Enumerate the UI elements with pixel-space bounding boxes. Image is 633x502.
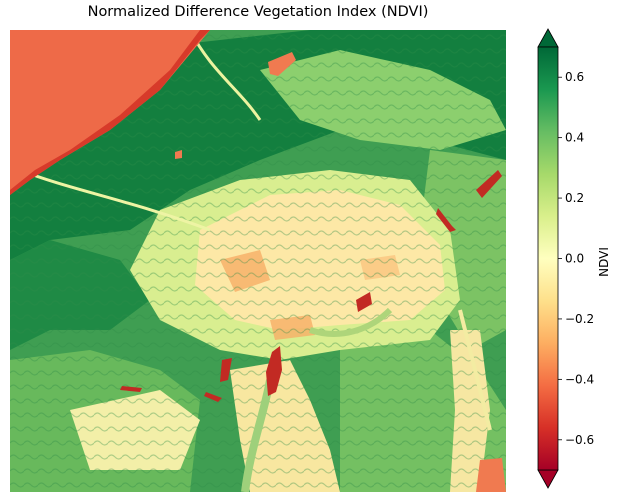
water-channel-central: [356, 292, 372, 312]
ndvi-raster: [10, 30, 506, 492]
water-lake-northwest: [10, 30, 210, 195]
water-pond-southeast: [476, 458, 506, 492]
colorbar-ticks: 0.6 0.4 0.2 0.0 −0.2 −0.4 −0.6: [558, 70, 594, 447]
water-pond-north: [268, 52, 296, 76]
ndvi-raster-svg: [10, 30, 506, 492]
colorbar-tick-label: 0.2: [565, 191, 584, 205]
water-lake-northwest-shore: [10, 30, 210, 195]
water-channel-southwest-1: [220, 358, 232, 382]
water-channel-mid-east: [436, 208, 456, 232]
river-east: [458, 309, 492, 431]
colorbar-tick-label: −0.4: [565, 372, 594, 386]
colorbar: 0.6 0.4 0.2 0.0 −0.2 −0.4 −0.6: [537, 28, 594, 489]
colorbar-label: NDVI: [597, 247, 611, 277]
water-channel-east: [476, 170, 502, 198]
water-channel-southwest-2: [204, 392, 222, 402]
colorbar-extend-bottom: [537, 469, 559, 489]
colorbar-tick-label: −0.2: [565, 312, 594, 326]
river-southwest: [309, 307, 393, 337]
colorbar-tick-label: 0.0: [565, 252, 584, 266]
colorbar-tick-label: 0.6: [565, 70, 584, 84]
water-pond-small: [175, 150, 182, 159]
water-reservoir-south: [266, 346, 282, 396]
colorbar-gradient: [537, 46, 559, 471]
colorbar-tick-label: 0.4: [565, 131, 584, 145]
colorbar-extend-top: [537, 28, 559, 48]
map-title: Normalized Difference Vegetation Index (…: [87, 4, 429, 20]
river-west: [19, 168, 211, 232]
colorbar-tick-label: −0.6: [565, 433, 594, 447]
water-channel-west: [120, 386, 142, 392]
